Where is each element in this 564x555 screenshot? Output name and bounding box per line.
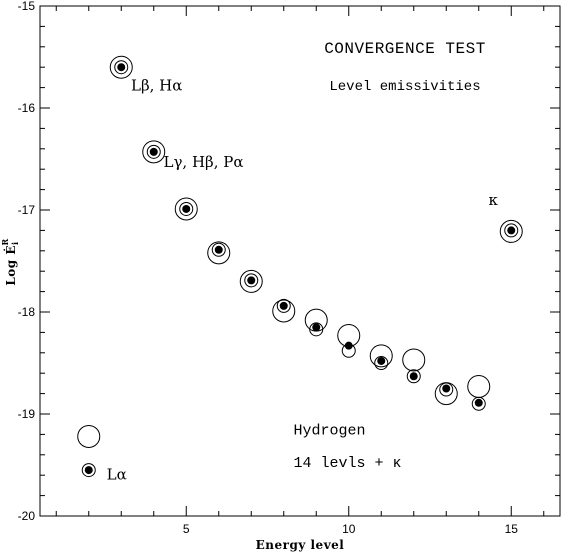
- data-point-small-circle: [146, 144, 161, 159]
- plot-frame: [39, 5, 561, 517]
- data-point-large-circle: [174, 197, 198, 221]
- x-tick-label: 5: [183, 522, 190, 536]
- data-point-large-circle: [109, 55, 133, 79]
- annotations: Lβ, Hα Lγ, Hβ, Pα κ Lα Hydrogen 14 levls + κ: [107, 77, 499, 484]
- svg-text:Log ĖiR: Log ĖiR: [0, 238, 20, 285]
- data-point-dot: [474, 398, 483, 407]
- y-tick-label: -20: [18, 509, 36, 523]
- data-markers: [77, 55, 523, 478]
- y-axis-label: Log Ė: [3, 245, 18, 286]
- x-axis-label: Energy level: [256, 538, 345, 552]
- data-point-dot: [312, 323, 321, 332]
- annotation-label: 14 levls + κ: [294, 455, 402, 472]
- data-point-dot: [214, 245, 223, 254]
- x-tick-label: 10: [342, 522, 356, 536]
- y-tick-label: -18: [18, 305, 36, 319]
- data-point-dot: [182, 204, 191, 213]
- data-point-dot: [507, 226, 516, 235]
- data-point-small-circle: [211, 242, 226, 257]
- y-tick-label: -17: [18, 203, 36, 217]
- data-point-large-circle: [207, 241, 231, 265]
- data-point-large-circle: [239, 269, 263, 293]
- y-tick-label: -19: [18, 407, 36, 421]
- data-point-small-circle: [471, 396, 486, 411]
- annotation-label: Lα: [107, 465, 127, 483]
- data-point-small-circle: [439, 382, 454, 397]
- data-point-small-circle: [374, 356, 389, 370]
- annotation-label: Lβ, Hα: [131, 77, 182, 95]
- data-point-large-circle: [467, 374, 491, 398]
- y-tick-label: -15: [18, 0, 36, 13]
- data-point-dot: [442, 384, 451, 393]
- data-point-large-circle: [369, 344, 393, 368]
- data-point-dot: [149, 147, 158, 156]
- annotation-label: κ: [489, 191, 499, 209]
- data-point-dot: [84, 466, 93, 475]
- data-point-small-circle: [504, 223, 519, 238]
- chart-subtitle: Level emissivities: [329, 79, 480, 95]
- data-point-small-circle: [309, 322, 324, 337]
- data-point-large-circle: [272, 299, 296, 323]
- data-point-dot: [117, 63, 126, 72]
- data-point-small-circle: [179, 201, 194, 216]
- data-point-dot: [344, 341, 353, 350]
- data-point-small-circle: [81, 463, 96, 478]
- data-point-small-circle: [406, 369, 421, 384]
- data-point-small-circle: [276, 298, 291, 313]
- axis-ticks: 5 10 15 -15 -16 -17 -18 -19 -20: [18, 0, 560, 536]
- data-point-dot: [409, 372, 418, 381]
- annotation-label: Lγ, Hβ, Pα: [164, 153, 244, 171]
- y-axis-label-sup: R: [0, 238, 10, 245]
- data-point-large-circle: [77, 424, 101, 448]
- data-point-dot: [247, 276, 256, 285]
- data-point-small-circle: [244, 273, 259, 288]
- data-point-small-circle: [114, 60, 129, 75]
- y-axis-label-sub: i: [10, 241, 20, 245]
- annotation-label: Hydrogen: [294, 422, 366, 439]
- y-tick-label: -16: [18, 101, 36, 115]
- data-point-large-circle: [499, 219, 523, 243]
- data-point-large-circle: [402, 348, 426, 372]
- data-point-dot: [377, 356, 386, 365]
- y-axis-label-group: Log ĖiR: [0, 238, 20, 285]
- data-point-large-circle: [142, 140, 166, 164]
- x-tick-label: 15: [505, 522, 519, 536]
- chart-title: CONVERGENCE TEST: [324, 40, 486, 58]
- data-point-dot: [279, 301, 288, 310]
